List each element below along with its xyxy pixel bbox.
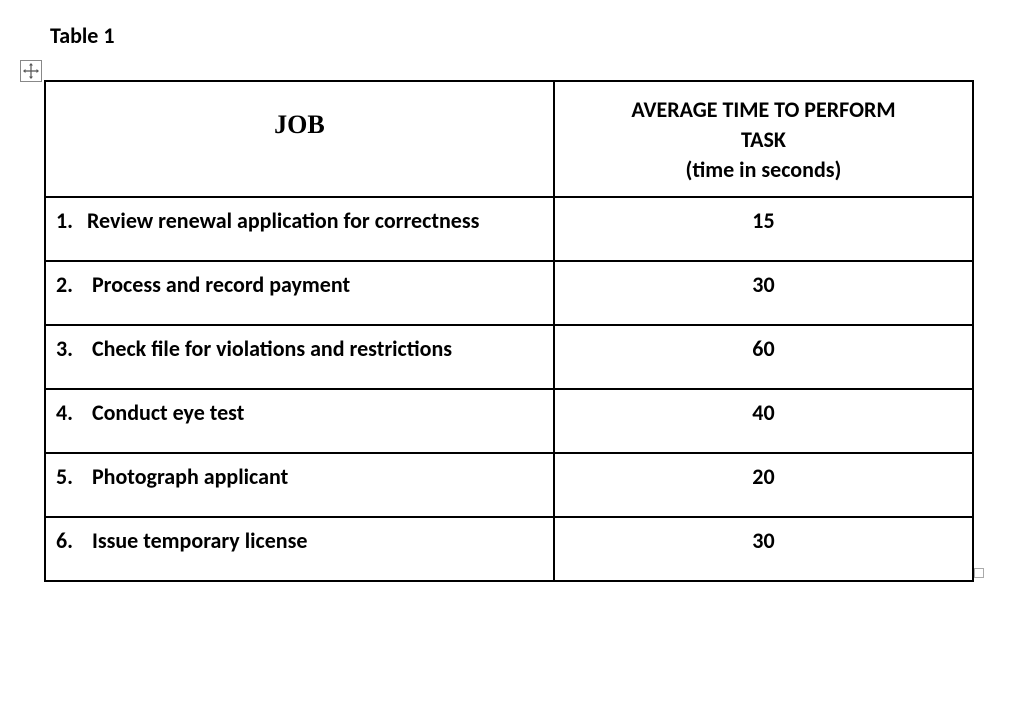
job-cell: 1. Review renewal application for correc…	[45, 197, 554, 261]
job-cell: 2. Process and record payment	[45, 261, 554, 325]
time-cell: 30	[554, 261, 973, 325]
arrows-move-icon	[23, 63, 39, 79]
table-title: Table 1	[50, 22, 115, 49]
job-number: 6.	[56, 527, 82, 554]
job-text: Review renewal application for correctne…	[87, 207, 479, 234]
table-row: 6. Issue temporary license 30	[45, 517, 973, 581]
job-number: 1.	[56, 207, 82, 234]
table-header-row: JOB AVERAGE TIME TO PERFORM TASK (time i…	[45, 81, 973, 197]
job-text: Process and record payment	[92, 271, 350, 298]
time-cell: 15	[554, 197, 973, 261]
job-number: 4.	[56, 399, 82, 426]
job-cell: 6. Issue temporary license	[45, 517, 554, 581]
table-row: 1. Review renewal application for correc…	[45, 197, 973, 261]
job-cell: 4. Conduct eye test	[45, 389, 554, 453]
table-move-icon[interactable]	[20, 60, 42, 82]
job-cell: 3. Check file for violations and restric…	[45, 325, 554, 389]
header-time-line1: AVERAGE TIME TO PERFORM	[631, 96, 895, 123]
job-text: Issue temporary license	[92, 527, 308, 554]
column-header-job: JOB	[45, 81, 554, 197]
job-time-table: JOB AVERAGE TIME TO PERFORM TASK (time i…	[44, 80, 974, 582]
table-row: 3. Check file for violations and restric…	[45, 325, 973, 389]
table-row: 2. Process and record payment 30	[45, 261, 973, 325]
time-cell: 60	[554, 325, 973, 389]
job-text: Conduct eye test	[92, 399, 244, 426]
time-cell: 40	[554, 389, 973, 453]
job-text: Check file for violations and restrictio…	[92, 335, 452, 362]
job-number: 2.	[56, 271, 82, 298]
job-number: 5.	[56, 463, 82, 490]
column-header-time: AVERAGE TIME TO PERFORM TASK (time in se…	[554, 81, 973, 197]
job-cell: 5. Photograph applicant	[45, 453, 554, 517]
table-resize-handle-icon[interactable]	[974, 568, 984, 578]
header-time-line2: TASK	[741, 126, 786, 153]
table-row: 4. Conduct eye test 40	[45, 389, 973, 453]
table-row: 5. Photograph applicant 20	[45, 453, 973, 517]
time-cell: 30	[554, 517, 973, 581]
header-time-line3: (time in seconds)	[686, 156, 842, 183]
job-text: Photograph applicant	[92, 463, 288, 490]
job-number: 3.	[56, 335, 82, 362]
time-cell: 20	[554, 453, 973, 517]
